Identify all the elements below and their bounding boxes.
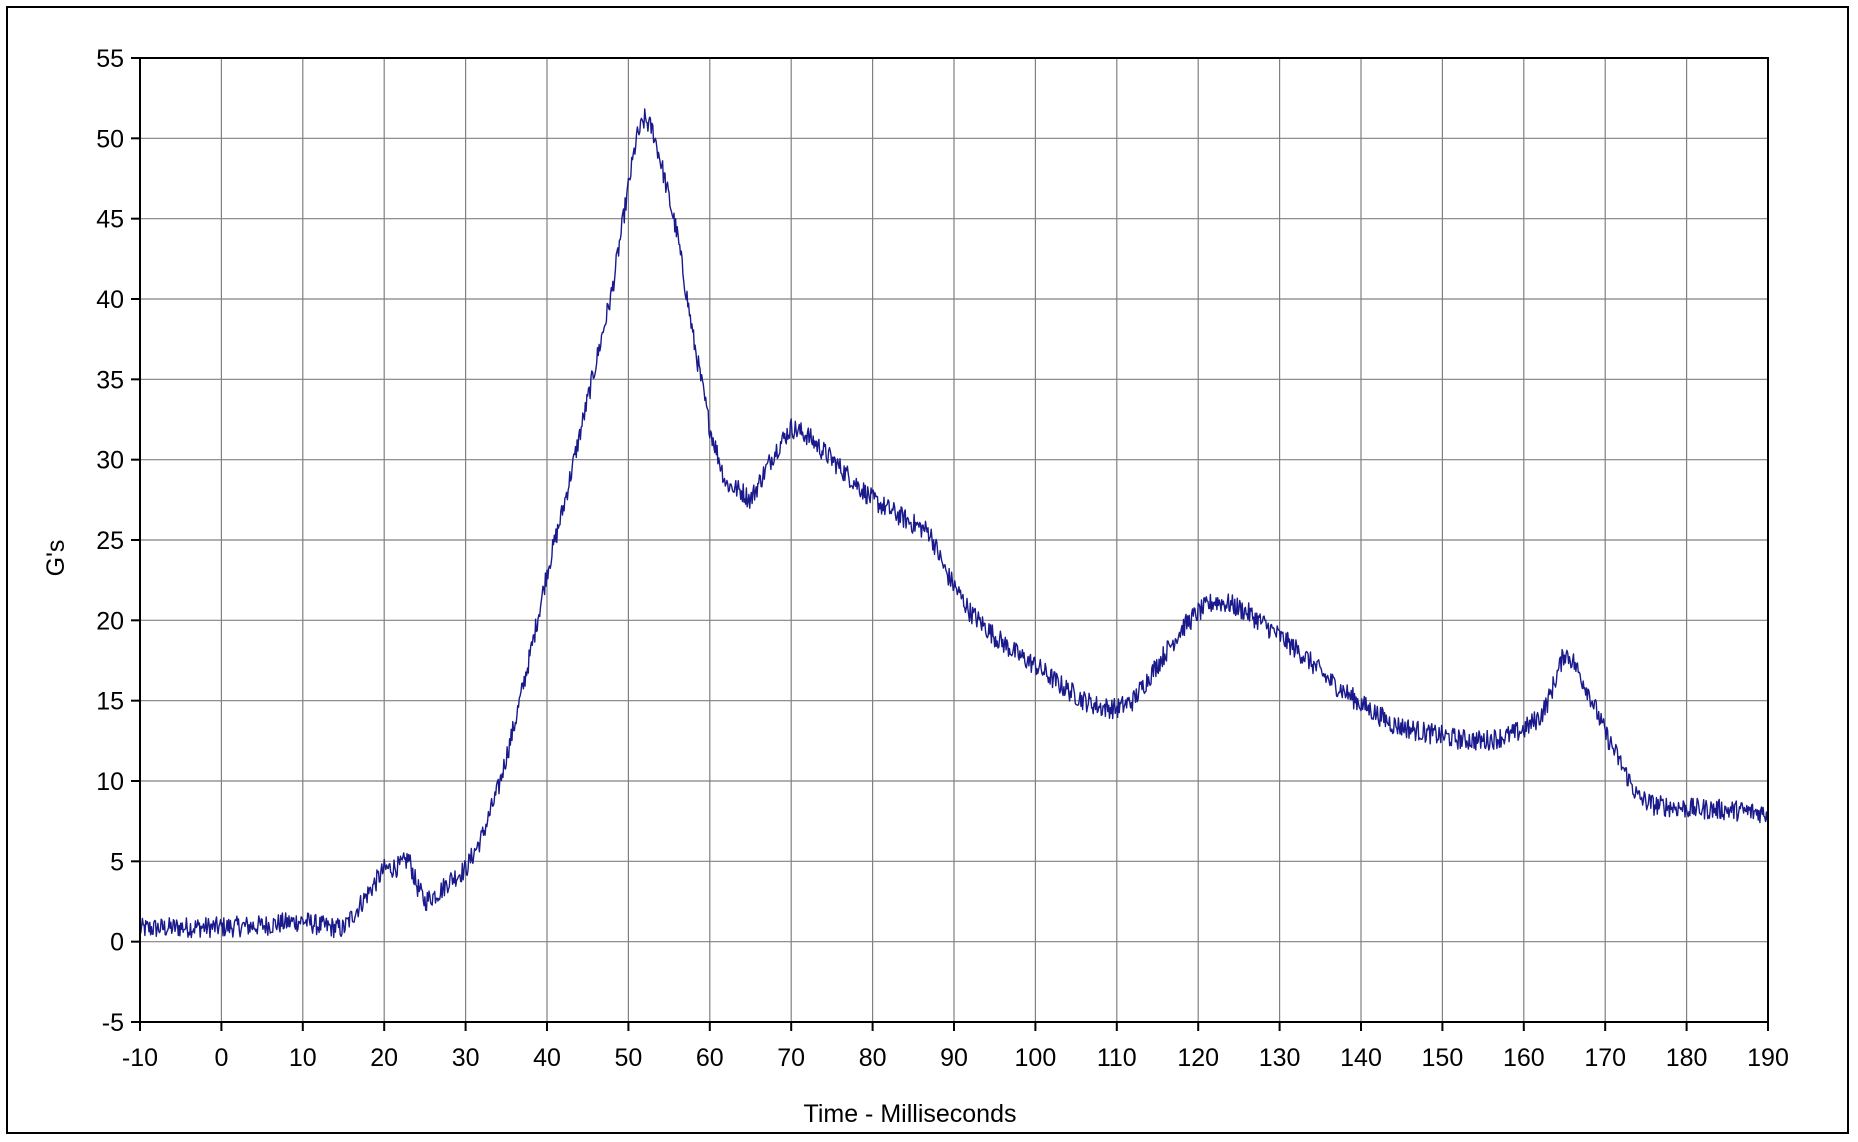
x-tick-label: 0 <box>214 1044 228 1072</box>
x-tick-label: 10 <box>289 1044 317 1072</box>
x-tick-label: 120 <box>1177 1044 1219 1072</box>
y-tick-label: 0 <box>110 929 124 957</box>
y-tick-label: 35 <box>96 366 124 394</box>
x-tick-label: 40 <box>533 1044 561 1072</box>
x-tick-label: 130 <box>1259 1044 1301 1072</box>
plot-border <box>139 57 1769 1023</box>
y-tick-label: 50 <box>96 125 124 153</box>
x-tick-label: 80 <box>859 1044 887 1072</box>
x-tick-label: 140 <box>1340 1044 1382 1072</box>
x-tick-label: 20 <box>370 1044 398 1072</box>
y-tick-label: 55 <box>96 45 124 73</box>
line-layer <box>139 108 1769 939</box>
x-tick-label: 190 <box>1747 1044 1789 1072</box>
y-tick-label: 15 <box>96 688 124 716</box>
x-tick-label: 100 <box>1015 1044 1057 1072</box>
y-tick-label: 5 <box>110 848 124 876</box>
x-axis-title: Time - Milliseconds <box>803 1100 1016 1128</box>
x-tick-label: 150 <box>1422 1044 1464 1072</box>
y-tick-label: 10 <box>96 768 124 796</box>
x-tick-label: 110 <box>1097 1044 1137 1072</box>
x-tick-label: 160 <box>1503 1044 1545 1072</box>
x-tick-label: 180 <box>1666 1044 1708 1072</box>
x-tick-label: 70 <box>777 1044 805 1072</box>
x-tick-label: 60 <box>696 1044 724 1072</box>
y-tick-label: 20 <box>96 607 124 635</box>
x-tick-label: 90 <box>940 1044 968 1072</box>
y-tick-label: 40 <box>96 286 124 314</box>
x-tick-label: -10 <box>122 1044 158 1072</box>
x-tick-label: 170 <box>1584 1044 1626 1072</box>
y-tick-label: -5 <box>102 1009 124 1037</box>
x-tick-label: 50 <box>614 1044 642 1072</box>
axis-layer: -10 0 10 20 30 40 50 60 70 80 90 100 110 120 130 140 150… <box>96 45 1789 1072</box>
series-line-0 <box>139 108 1769 939</box>
y-tick-label: 30 <box>96 447 124 475</box>
y-tick-label: 45 <box>96 206 124 234</box>
x-tick-label: 30 <box>452 1044 480 1072</box>
y-axis-title: G's <box>42 540 70 577</box>
y-tick-label: 25 <box>96 527 124 555</box>
grid-layer <box>139 57 1769 1023</box>
